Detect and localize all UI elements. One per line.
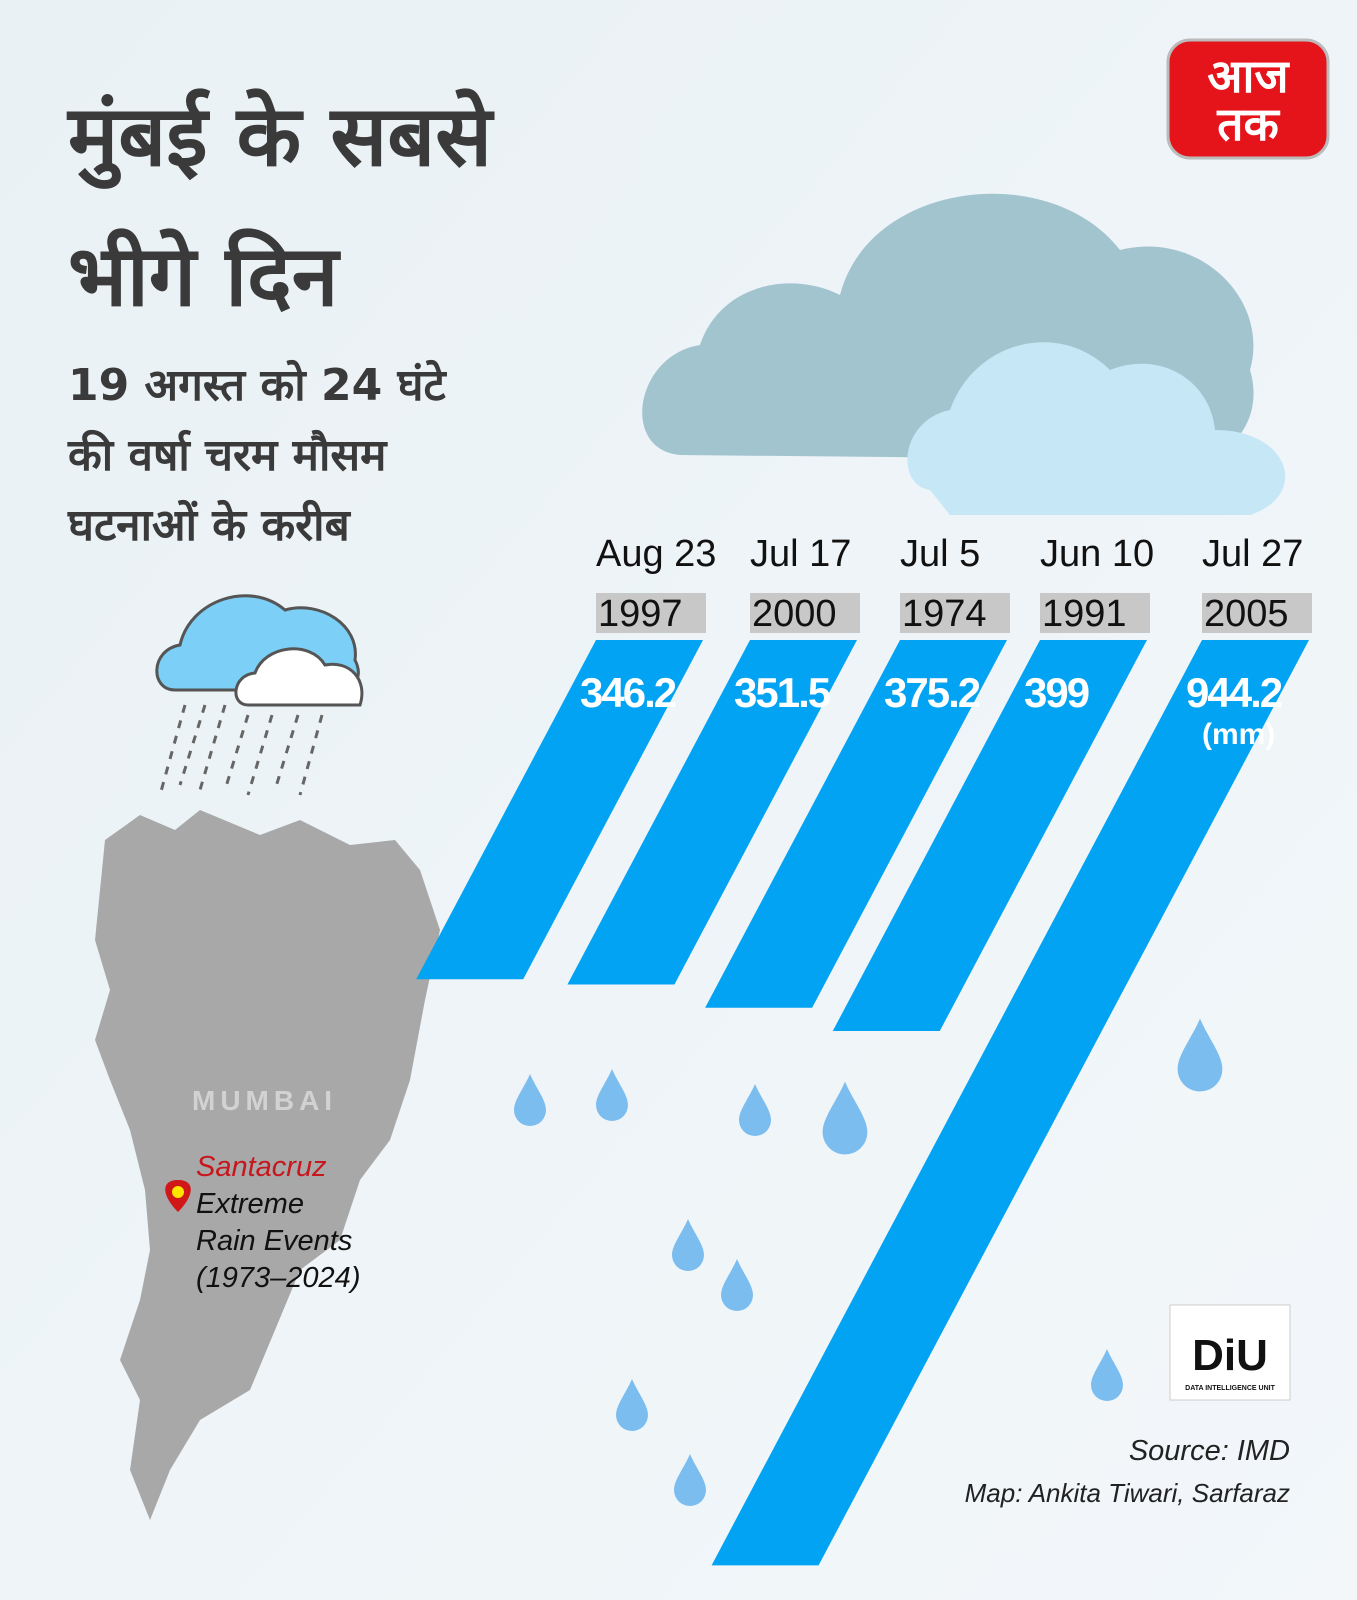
year-label: 2005 <box>1204 593 1289 635</box>
bars: Aug 23 1997 346.2 Jul 17 2000 351.5 Jul 5 1974 3… <box>416 533 1312 1566</box>
value-label: 351.5 <box>734 669 831 716</box>
map-region: MUMBAI <box>192 1085 337 1116</box>
year-highlight <box>900 593 1010 633</box>
bar <box>711 640 1309 1566</box>
category-label: Jul 17 <box>750 533 851 575</box>
year-label: 1991 <box>1042 593 1127 635</box>
year-label: 1997 <box>598 593 683 635</box>
cloud-large <box>642 193 1286 515</box>
unit-logo-text: DiU <box>1192 1331 1268 1380</box>
year-label: 1974 <box>902 593 987 635</box>
year-highlight <box>750 593 860 633</box>
title: मुंबई के सबसे <box>66 87 495 189</box>
year-highlight <box>1202 593 1312 633</box>
cloud-icon <box>155 594 364 796</box>
value-label: 399 <box>1024 669 1089 716</box>
map-caption: Extreme <box>196 1188 304 1220</box>
subtitle: की वर्षा चरम मौसम <box>67 429 388 481</box>
logo-text: तक <box>1216 97 1280 151</box>
logo: आज तक <box>1166 38 1330 160</box>
title: भीगे दिन <box>68 227 342 325</box>
mumbai-map <box>95 810 440 1520</box>
source: Source: IMD <box>1129 1435 1290 1467</box>
map-credit: Map: Ankita Tiwari, Sarfaraz <box>965 1478 1290 1508</box>
subtitle: घटनाओं के करीब <box>67 499 352 551</box>
year-label: 2000 <box>752 593 837 635</box>
pin-dot <box>172 1186 184 1198</box>
logo-text: आज <box>1207 49 1290 103</box>
bar <box>705 640 1007 1008</box>
map-place: Santacruz <box>196 1151 327 1183</box>
map-caption: Rain Events <box>196 1225 352 1257</box>
value-label: 944.2 <box>1186 669 1282 716</box>
unit-name: DATA INTELLIGENCE UNIT <box>1185 1385 1275 1392</box>
map-caption: (1973–2024) <box>196 1262 360 1294</box>
unit-label: (mm) <box>1202 718 1275 751</box>
category-label: Jul 27 <box>1202 533 1303 575</box>
bar <box>567 640 857 985</box>
bar <box>416 640 703 980</box>
year-highlight <box>1040 593 1150 633</box>
year-highlight <box>596 593 706 633</box>
subtitle: 19 अगस्त को 24 घंटे <box>68 359 448 411</box>
bar <box>832 640 1147 1032</box>
value-label: 346.2 <box>580 669 676 716</box>
unit-logo: DiU DATA INTELLIGENCE UNIT <box>1169 1304 1291 1401</box>
category-label: Jul 5 <box>900 533 980 575</box>
category-label: Aug 23 <box>596 533 716 575</box>
category-label: Jun 10 <box>1040 533 1154 575</box>
value-label: 375.2 <box>884 669 980 716</box>
